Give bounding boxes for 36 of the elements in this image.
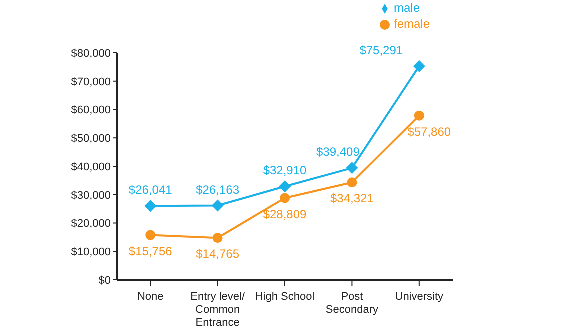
data-label: $34,321 <box>330 192 374 206</box>
y-tick-label: $10,000 <box>71 246 112 259</box>
y-tick-label: $20,000 <box>71 218 112 230</box>
point <box>413 60 426 72</box>
x-tick-label: None <box>137 291 164 303</box>
point <box>146 230 156 240</box>
y-tick-label: $30,000 <box>71 190 112 202</box>
point <box>212 200 224 212</box>
x-tick-label: University <box>395 291 444 303</box>
data-label: $39,409 <box>316 145 360 160</box>
y-tick-label: $70,000 <box>71 76 112 88</box>
x-tick-label: Entry level/ Common Entrance <box>190 291 246 329</box>
data-label: $26,041 <box>128 183 173 198</box>
point <box>144 200 157 212</box>
y-tick-label: $80,000 <box>71 48 112 60</box>
point <box>414 110 424 121</box>
legend-label: male <box>394 1 420 15</box>
y-tick-label: $40,000 <box>71 161 112 174</box>
x-tick-label: High School <box>255 291 315 303</box>
data-label: $26,163 <box>196 182 240 197</box>
y-tick-label: $50,000 <box>71 133 112 146</box>
data-label: $32,910 <box>263 164 308 178</box>
data-label: $28,809 <box>263 207 308 222</box>
y-tick-label: $60,000 <box>71 104 112 117</box>
x-tick-label: Post Secondary <box>326 291 379 316</box>
point <box>346 162 358 174</box>
data-label: $15,756 <box>128 244 173 258</box>
data-label: $75,291 <box>360 43 404 58</box>
data-label: $57,860 <box>408 124 452 139</box>
legend-label: female <box>394 17 430 31</box>
point <box>212 233 223 244</box>
point <box>279 180 292 193</box>
point <box>280 193 290 204</box>
point <box>347 178 358 188</box>
data-label: $14,765 <box>196 247 240 262</box>
y-tick-label: $0 <box>98 274 112 287</box>
